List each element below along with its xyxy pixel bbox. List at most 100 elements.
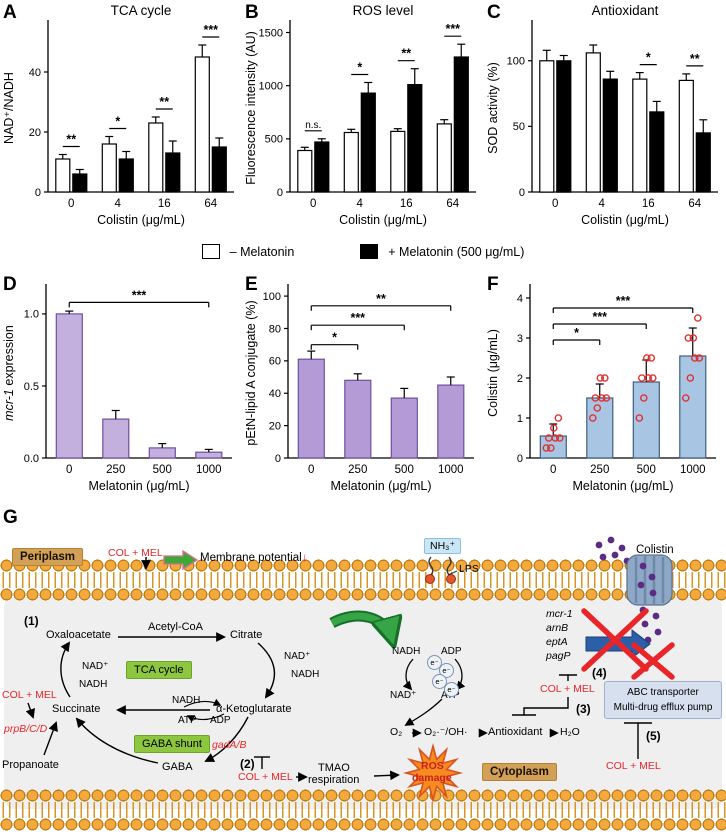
superoxide-label: O₂·⁻/OH·: [424, 726, 468, 738]
nadh-cycle-arrow: [183, 698, 222, 708]
succinate-label: Succinate: [52, 703, 101, 715]
colistin-dots-in-channel: [637, 562, 657, 597]
significance-marker: **: [690, 52, 700, 66]
y-tick-label: 1500: [259, 27, 283, 39]
bar: [360, 92, 376, 193]
x-tick-label: 500: [395, 464, 414, 476]
data-point: [596, 374, 605, 382]
nad-label-2: NAD⁺: [82, 661, 109, 672]
x-tick-label: 4: [357, 198, 364, 210]
panel-letter-E: E: [245, 274, 258, 295]
succinate-to-oxaloacetate-arrow: [60, 641, 71, 698]
bar: [678, 79, 694, 193]
nadh-label-1: NADH: [291, 669, 320, 680]
data-point: [637, 374, 646, 382]
col-mel-label-genes: COL + MEL: [540, 683, 595, 695]
periplasm-label: Periplasm: [12, 548, 83, 566]
data-point: [686, 374, 695, 382]
membrane-channel: [626, 554, 673, 606]
bar: [297, 358, 325, 459]
lps-chain: [446, 556, 452, 577]
panel-D-chart: 0.0 0.5 1.0 mcr-1 expression *** 0 250 500 1000 M…: [0, 272, 242, 506]
panel-letter-C: C: [487, 2, 501, 23]
akg-to-gaba-arrow: [204, 716, 249, 762]
nh3-label: NH₃⁺: [424, 538, 461, 554]
x-tick-label: 500: [637, 464, 656, 476]
step-3-label: (3): [576, 702, 591, 716]
chart-D: 0.0 0.5 1.0 mcr-1 expression *** 0 250 500 1000 M…: [2, 284, 232, 493]
membrane-potential-arrow: [163, 549, 199, 571]
data-point: [693, 314, 702, 322]
y-tick-label: 20: [29, 127, 41, 139]
bar: [55, 313, 83, 459]
y-tick-label: 100: [263, 291, 281, 303]
x-tick-label: 0: [308, 464, 314, 476]
gaba-label: GABA: [162, 761, 193, 773]
x-tick-label: 16: [158, 198, 171, 210]
data-point: [556, 434, 564, 442]
y-tick-label: 60: [269, 356, 281, 368]
tmao-label-line2: respiration: [308, 774, 360, 786]
x-tick-label: 500: [153, 464, 172, 476]
lps-pointer-line: [447, 570, 458, 576]
data-point: [602, 394, 611, 402]
gaba-to-succinate-arrow: [75, 717, 159, 764]
panel-letter-G: G: [3, 507, 18, 528]
bar: [344, 379, 372, 459]
nadh-label-etc: NADH: [392, 646, 421, 657]
oxaloacetate-label: Oxaloacetate: [46, 629, 111, 641]
step-5-label: (5): [646, 729, 661, 743]
y-tick-label: 3: [517, 333, 523, 345]
x-tick-label: 0: [310, 198, 316, 210]
bar: [195, 451, 223, 459]
y-tick-label: 0: [517, 453, 523, 465]
bar: [556, 60, 572, 193]
y-tick-label: 40: [29, 67, 41, 79]
data-point: [642, 354, 651, 362]
y-tick-label: 2: [517, 373, 523, 385]
propanoate-to-succinate-arrow: [43, 721, 58, 756]
significance-marker: *: [332, 331, 337, 345]
membrane-heads-row: [0, 789, 726, 802]
gadab-gene-label: gadA/B: [212, 739, 247, 751]
y-tick-label: 0: [275, 453, 281, 465]
h2o-label: H₂O: [560, 726, 580, 738]
panel-letter-A: A: [3, 2, 17, 23]
data-point: [601, 374, 609, 382]
membrane-tails: [0, 572, 726, 588]
col-mel-label-efflux: COL + MEL: [606, 760, 661, 772]
nadh-to-etc-green-arrow: [330, 612, 392, 639]
citrate-label: Citrate: [230, 629, 263, 641]
significance-marker: ***: [616, 294, 631, 308]
nadh-to-nad-arrow: [402, 658, 414, 691]
significance-marker: ***: [350, 311, 365, 325]
figure-legend: – Melatonin + Melatonin (500 μg/mL): [0, 244, 726, 259]
pagp-gene-label: pagP: [546, 650, 571, 662]
bar: [407, 83, 423, 193]
nadh-label-2: NADH: [79, 679, 108, 690]
y-tick-label: 1.0: [24, 309, 39, 321]
chart-title: ROS level: [353, 3, 414, 18]
epta-gene-label: eptA: [546, 636, 568, 648]
y-tick-label: 500: [265, 134, 283, 146]
col-mel-antioxidant-inhibition-line: [523, 697, 569, 715]
data-point: [684, 334, 693, 342]
citrate-to-akg-arrow: [257, 642, 276, 699]
legend-label-plus-melatonin: + Melatonin (500 μg/mL): [388, 244, 525, 259]
bar: [165, 152, 181, 193]
bar: [695, 132, 711, 193]
y-axis-title: Fluorescence intensity (AU): [244, 31, 258, 185]
significance-marker: ***: [592, 310, 607, 324]
nadh-label-3: NADH: [172, 695, 201, 706]
data-point: [589, 414, 597, 422]
data-point: [547, 444, 555, 452]
data-point: [695, 354, 704, 362]
data-point: [648, 374, 657, 382]
x-axis-title: Colistin (μg/mL): [339, 213, 427, 227]
y-tick-label: 0: [519, 187, 525, 199]
step-1-label: (1): [24, 614, 39, 628]
y-tick-label: 0.0: [24, 453, 39, 465]
data-point: [545, 434, 553, 442]
significance-marker: ***: [203, 23, 218, 37]
